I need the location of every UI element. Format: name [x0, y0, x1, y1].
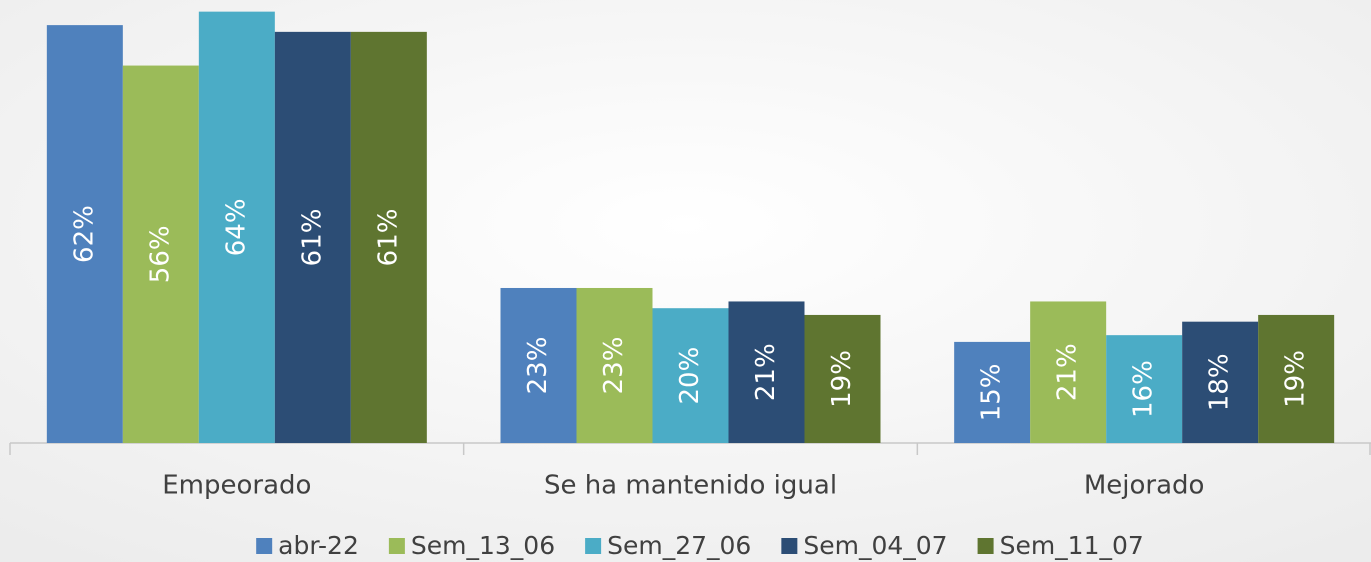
bar: [804, 314, 881, 443]
bar: [954, 341, 1031, 443]
legend-swatch: [585, 538, 602, 554]
legend-swatch: [977, 538, 994, 554]
bar: [576, 287, 653, 443]
bar: [1030, 301, 1107, 443]
legend-label: Sem_27_06: [607, 531, 751, 560]
data-label: 62%: [69, 205, 99, 263]
bar: [728, 301, 805, 443]
data-label: 19%: [1281, 350, 1311, 408]
data-label: 20%: [675, 347, 705, 405]
data-label: 61%: [373, 209, 403, 267]
bar: [198, 11, 275, 443]
legend-label: Sem_11_07: [1000, 531, 1144, 560]
bar: [46, 25, 123, 444]
legend-label: abr-22: [278, 531, 359, 560]
data-label: 19%: [827, 350, 857, 408]
bar: [1182, 321, 1259, 443]
legend-label: Sem_04_07: [803, 531, 947, 560]
bar: [652, 308, 729, 443]
data-label: 56%: [145, 225, 175, 283]
legend-swatch: [781, 538, 798, 554]
data-label: 23%: [523, 337, 553, 395]
data-label: 21%: [751, 343, 781, 401]
legend-swatch: [388, 538, 405, 554]
data-label: 18%: [1205, 353, 1235, 411]
data-label: 23%: [599, 337, 629, 395]
data-label: 21%: [1053, 343, 1083, 401]
x-tick-label: Se ha mantenido igual: [544, 471, 837, 501]
legend-label: Sem_13_06: [411, 531, 555, 560]
data-label: 64%: [221, 198, 251, 256]
bar: [122, 65, 199, 443]
data-label: 61%: [297, 209, 327, 267]
data-label: 16%: [1129, 360, 1159, 418]
bar: [500, 287, 577, 443]
data-label: 15%: [977, 364, 1007, 422]
bar: [350, 31, 427, 444]
bar: [1106, 335, 1183, 443]
bar: [1258, 314, 1335, 443]
x-tick-label: Empeorado: [162, 471, 311, 501]
legend-swatch: [256, 538, 273, 554]
bar: [274, 31, 351, 444]
x-tick-label: Mejorado: [1084, 471, 1205, 501]
